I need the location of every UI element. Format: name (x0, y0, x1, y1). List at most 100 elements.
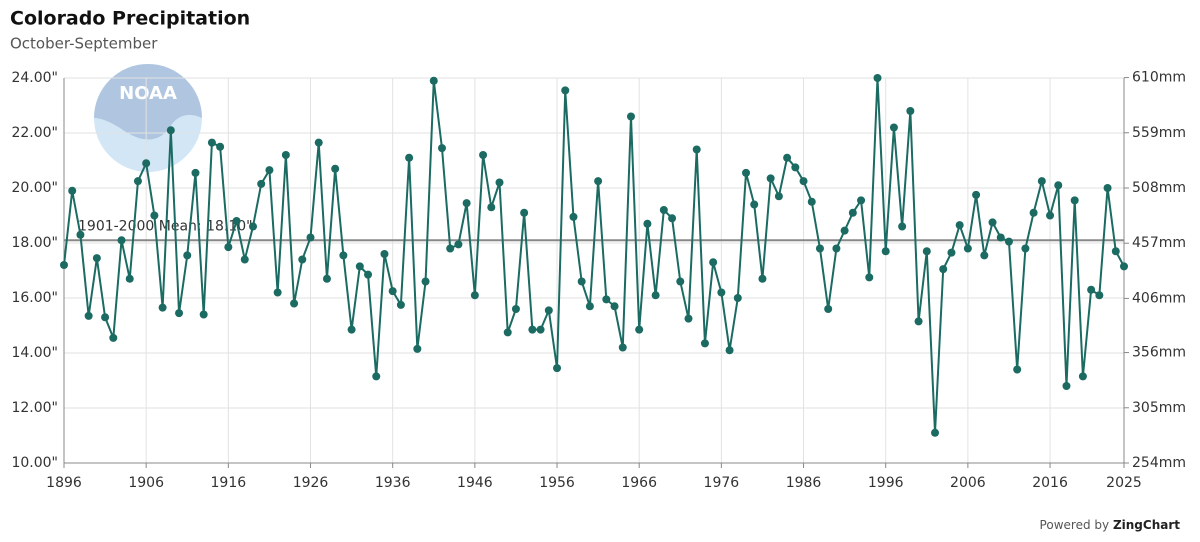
credit: Powered by ZingChart (1040, 518, 1181, 532)
point (347, 325, 356, 334)
x-tick-label: 1976 (704, 475, 740, 491)
y2-tick-label: 356mm (1132, 345, 1186, 361)
point (618, 343, 627, 352)
point (758, 274, 767, 283)
point (659, 206, 668, 214)
point (470, 291, 479, 300)
point (1054, 181, 1063, 190)
point (273, 288, 282, 297)
point (931, 428, 940, 437)
y-tick-label: 12.00" (11, 400, 58, 416)
point (101, 313, 110, 322)
point (832, 244, 841, 253)
point (561, 86, 570, 95)
point (947, 248, 956, 257)
point (166, 126, 175, 135)
point (199, 310, 208, 319)
point (528, 325, 537, 334)
point (1120, 262, 1128, 271)
point (717, 288, 726, 297)
x-tick-label: 1956 (539, 475, 575, 491)
point (265, 166, 274, 175)
point (125, 274, 134, 283)
y2-tick-label: 559mm (1132, 125, 1186, 141)
point (700, 339, 709, 348)
point (807, 197, 816, 206)
point (413, 344, 422, 353)
point (1013, 365, 1022, 374)
point (298, 255, 307, 264)
point (1062, 382, 1071, 390)
logo: NOAA (94, 64, 202, 172)
y-tick-label: 22.00" (11, 125, 58, 141)
line (63, 77, 1125, 433)
y2-tick-label: 254mm (1132, 455, 1186, 471)
point (216, 142, 225, 151)
x-tick-label: 2016 (1032, 475, 1068, 491)
point (873, 74, 882, 82)
point (824, 305, 833, 313)
point (577, 277, 586, 286)
point (585, 302, 594, 311)
x-tick-label: 1986 (786, 475, 822, 491)
x-tick-label: 2006 (950, 475, 986, 491)
point (684, 314, 693, 323)
point (454, 240, 463, 249)
point (1070, 196, 1079, 205)
point (487, 203, 496, 212)
y-tick-label: 10.00" (11, 455, 58, 471)
x-tick-label: 1996 (868, 475, 904, 491)
point (84, 311, 93, 320)
point (224, 243, 233, 252)
point (857, 196, 866, 205)
y2-tick-label: 508mm (1132, 180, 1186, 196)
point (955, 221, 964, 230)
point (610, 302, 619, 311)
point (1078, 372, 1087, 381)
y2-tick-label: 406mm (1132, 290, 1186, 306)
point (544, 306, 553, 315)
point (914, 317, 923, 326)
y-tick-label: 24.00" (11, 70, 58, 86)
point (133, 177, 142, 186)
point (676, 277, 685, 286)
point (536, 325, 545, 334)
y2-tick-label: 610mm (1132, 70, 1186, 86)
x-tick-label: 1946 (457, 475, 493, 491)
point (150, 211, 159, 220)
point (881, 247, 890, 256)
point (306, 233, 315, 242)
chart-subtitle: October-September (10, 35, 158, 53)
point (314, 138, 323, 147)
point (503, 328, 512, 337)
point (380, 250, 389, 258)
point (939, 265, 948, 274)
point (331, 164, 340, 173)
x-tick-label: 1906 (128, 475, 164, 491)
point (281, 151, 290, 159)
point (175, 309, 184, 318)
point (355, 262, 364, 271)
point (92, 254, 101, 263)
point (257, 179, 266, 188)
point (1087, 285, 1096, 294)
point (840, 226, 849, 235)
point (651, 291, 660, 300)
point (462, 199, 471, 208)
point (232, 217, 241, 225)
point (109, 333, 118, 342)
point (207, 138, 216, 147)
point (733, 294, 742, 302)
point (76, 230, 85, 239)
y-tick-label: 16.00" (11, 290, 58, 306)
y-tick-label: 14.00" (11, 345, 58, 361)
point (865, 273, 874, 282)
point (963, 244, 972, 253)
point (594, 177, 603, 186)
x-tick-label: 1916 (211, 475, 247, 491)
point (742, 168, 751, 177)
x-tick-label: 1936 (375, 475, 411, 491)
point (1095, 291, 1104, 300)
